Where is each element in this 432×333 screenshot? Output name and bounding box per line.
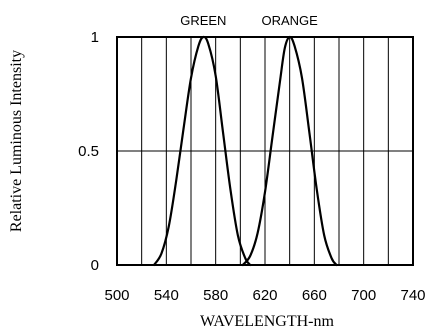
- series-labels: GREEN ORANGE: [180, 13, 318, 28]
- x-tick-label: 580: [203, 287, 228, 304]
- series-label-green: GREEN: [180, 13, 226, 28]
- x-tick-label: 700: [351, 287, 376, 304]
- y-tick-label: 0: [91, 257, 99, 274]
- grid-lines: [117, 37, 413, 265]
- x-tick-label: 500: [104, 287, 129, 304]
- y-axis-title: Relative Luminous Intensity: [8, 50, 25, 232]
- y-tick-labels: 00.51: [78, 29, 99, 274]
- x-tick-label: 660: [302, 287, 327, 304]
- y-tick-label: 0.5: [78, 143, 99, 160]
- x-tick-labels: 500 540 580 620 660 700 740: [104, 287, 425, 304]
- x-axis-title: WAVELENGTH-nm: [200, 313, 334, 330]
- series-label-orange: ORANGE: [261, 13, 318, 28]
- plot-frame: [116, 36, 414, 266]
- x-tick-label: 620: [252, 287, 277, 304]
- x-tick-label: 540: [154, 287, 179, 304]
- y-tick-label: 1: [91, 29, 99, 46]
- x-tick-label: 740: [400, 287, 425, 304]
